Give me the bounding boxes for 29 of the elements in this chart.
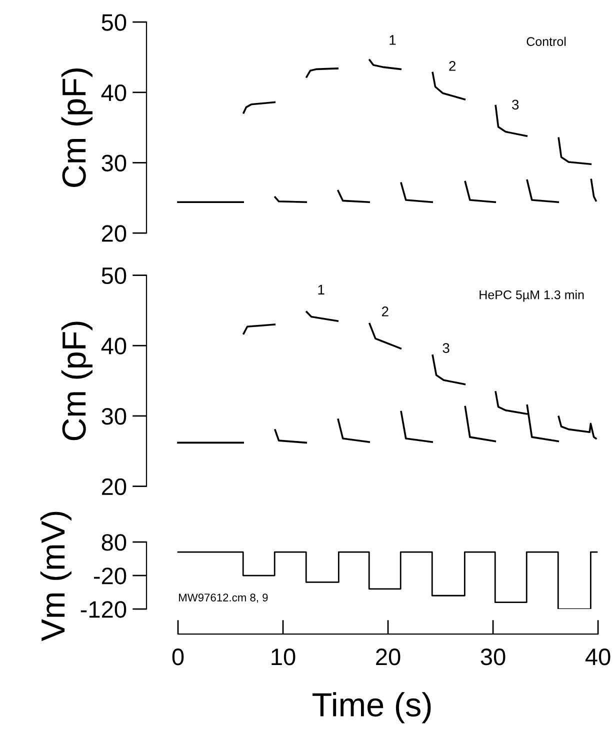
annotation: Control (526, 36, 566, 46)
x-tick-label: 0 (172, 648, 184, 666)
y-tick-label: -20 (94, 568, 126, 584)
annotation: MW97612.cm 8, 9 (179, 594, 268, 603)
x-tick-label: 20 (376, 648, 400, 666)
annotation: 1 (318, 284, 324, 294)
y-tick-label: 40 (101, 338, 126, 354)
y-axis-title: Cm (pF) (61, 322, 92, 440)
y-tick-label: 50 (102, 14, 126, 31)
y-tick-label: 20 (102, 225, 126, 242)
x-tick-label: 10 (272, 648, 296, 666)
annotation: 3 (442, 343, 450, 353)
y-tick-label: 30 (102, 154, 126, 172)
annotation: 1 (390, 35, 396, 45)
y-tick-label: 30 (102, 408, 126, 425)
annotation: 2 (382, 306, 388, 316)
annotation: 3 (512, 100, 519, 110)
x-tick-label: 40 (585, 648, 610, 666)
y-tick-label: 20 (102, 478, 126, 496)
y-tick-label: 80 (102, 534, 126, 551)
annotation: 2 (449, 61, 456, 71)
x-axis-title: Time (s) (312, 692, 431, 724)
annotation: HePC 5µM 1.3 min (480, 290, 584, 302)
y-axis-title: Cm (pF) (61, 68, 92, 187)
x-tick-label: 30 (480, 648, 506, 666)
y-axis-title: Vm (mV) (40, 512, 72, 642)
y-tick-label: 40 (101, 84, 126, 102)
y-tick-label: -120 (80, 601, 126, 618)
y-tick-label: 50 (102, 267, 126, 284)
